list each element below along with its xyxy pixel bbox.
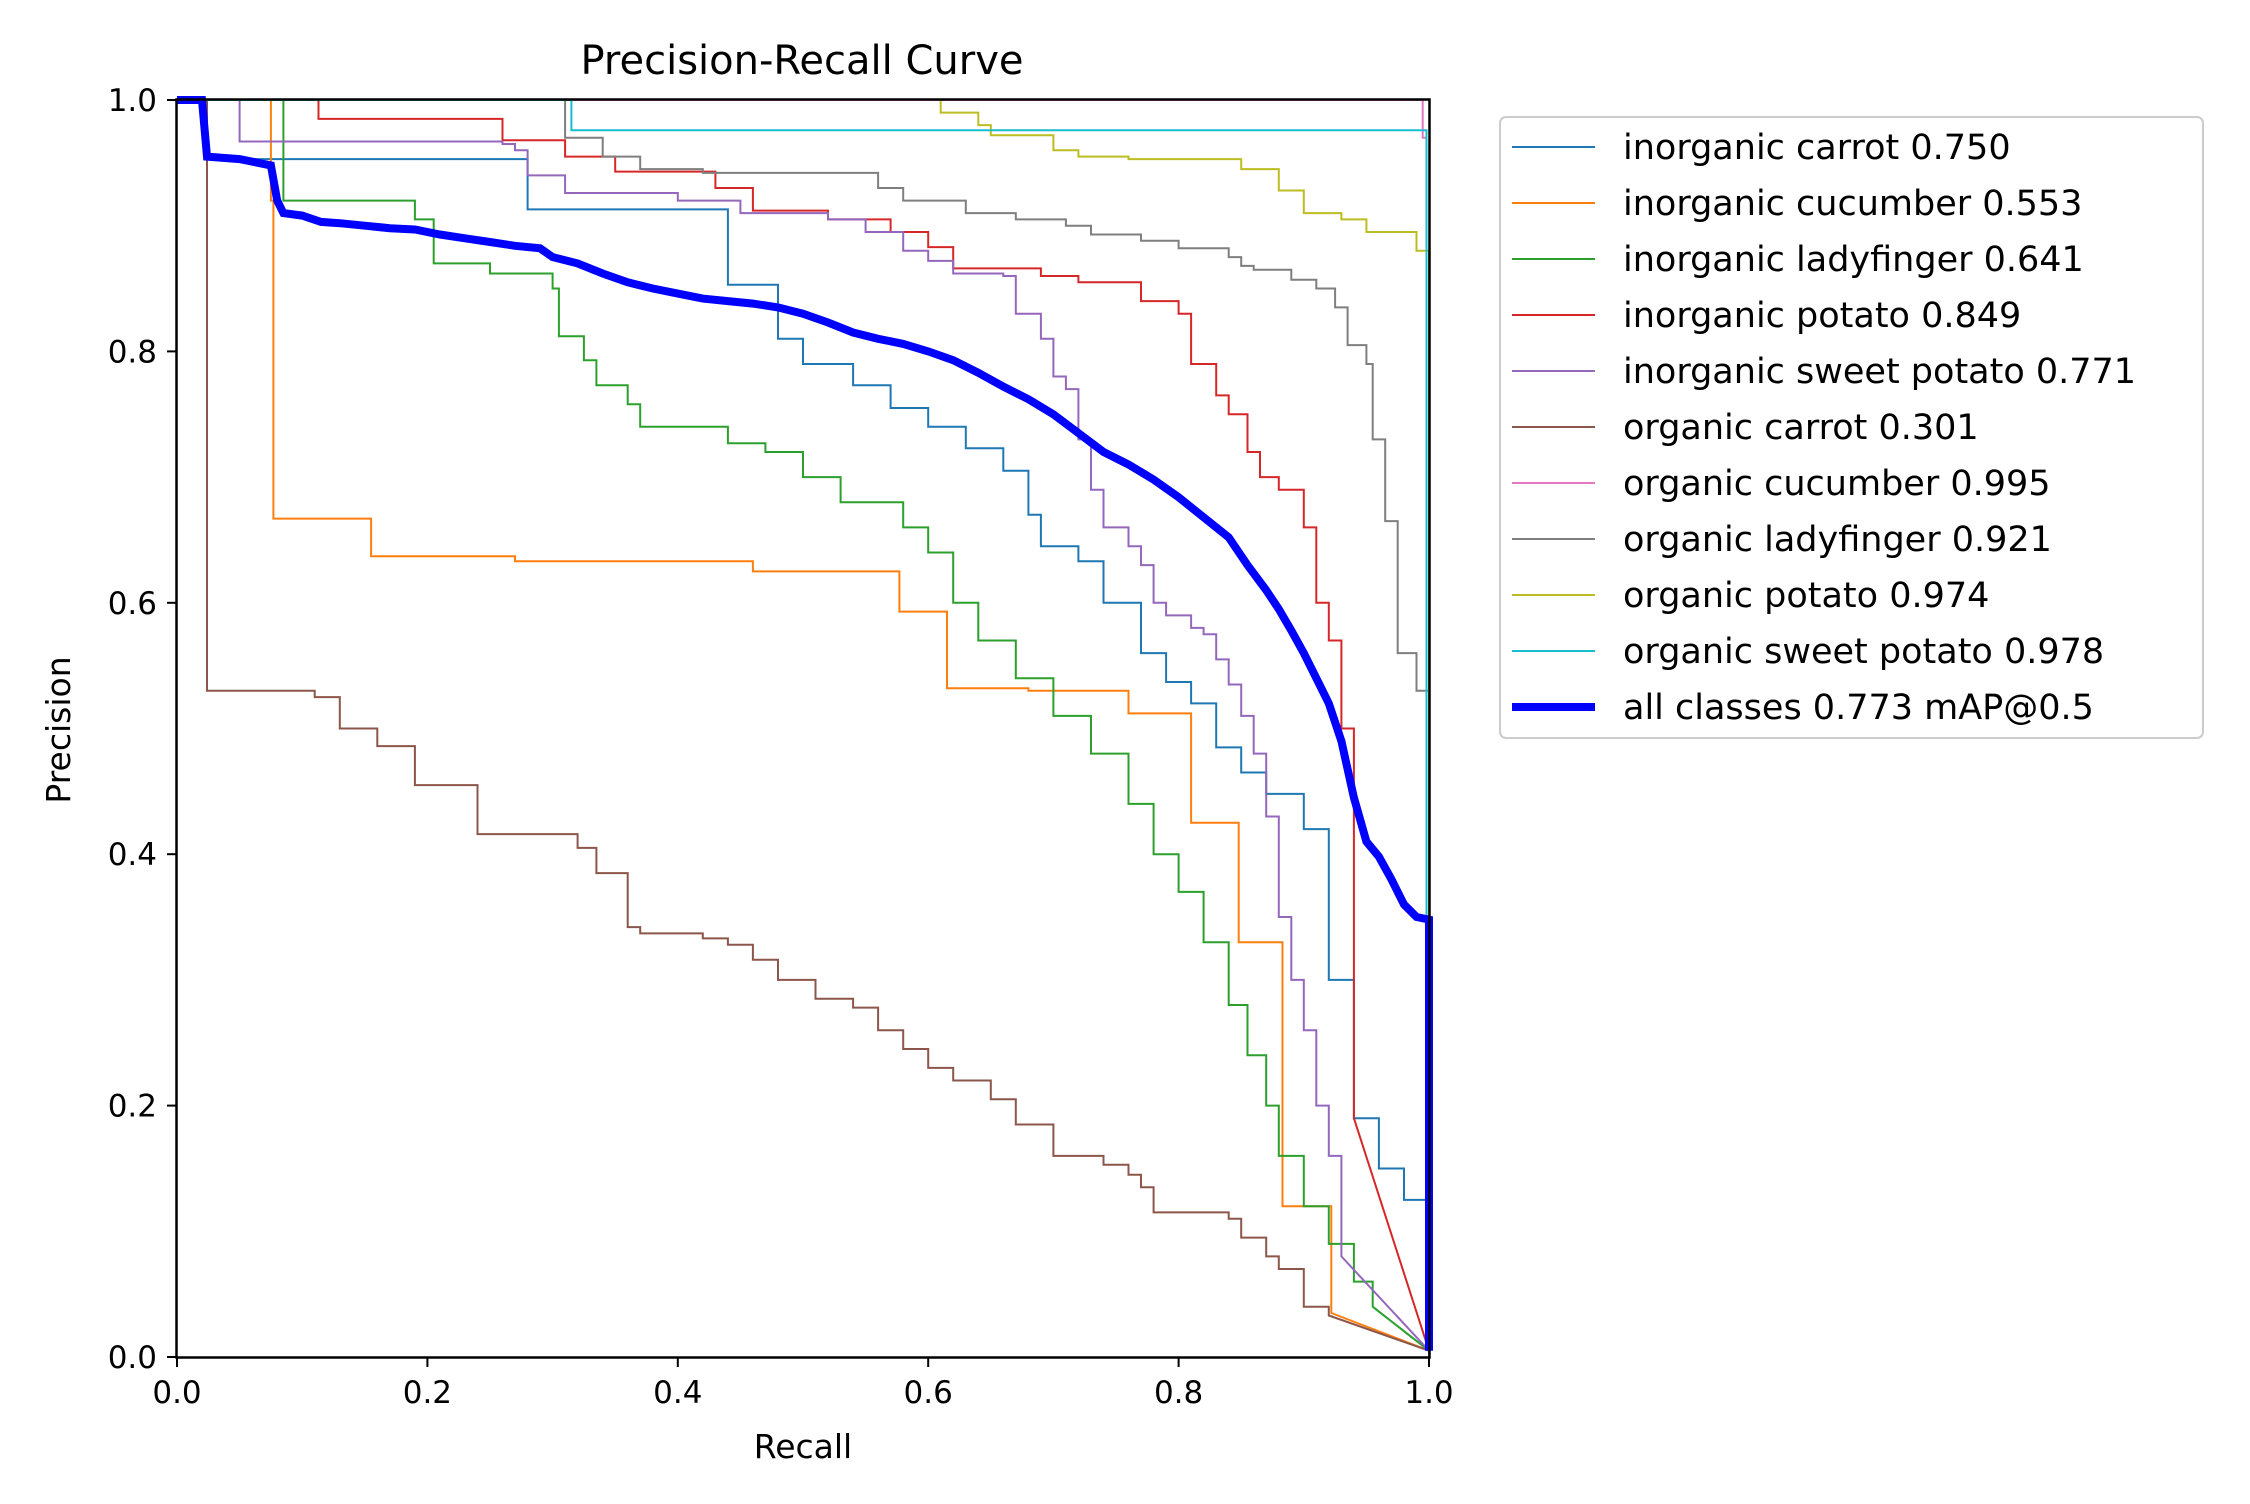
series-line-4 bbox=[177, 99, 1430, 1352]
legend-label-3: inorganic potato 0.849 bbox=[1623, 296, 2021, 336]
legend-label-8: organic potato 0.974 bbox=[1623, 576, 1989, 616]
y-tick-label: 0.2 bbox=[108, 1089, 157, 1125]
legend-label-4: inorganic sweet potato 0.771 bbox=[1623, 352, 2136, 392]
legend-frame bbox=[1499, 116, 2204, 739]
x-tick-label: 1.0 bbox=[1404, 1375, 1453, 1411]
y-tick-label: 0.0 bbox=[108, 1340, 157, 1376]
y-tick-label: 1.0 bbox=[108, 83, 157, 119]
x-tick-label: 0.2 bbox=[403, 1375, 452, 1411]
series-line-5 bbox=[177, 99, 1430, 1352]
chart-title: Precision-Recall Curve bbox=[581, 38, 1024, 84]
series-line-6 bbox=[177, 99, 1428, 1351]
x-axis-label: Recall bbox=[754, 1427, 852, 1466]
series-line-7 bbox=[177, 99, 1430, 1351]
series-line-10 bbox=[177, 96, 1433, 1351]
y-axis-ticks: 0.0 0.2 0.4 0.6 0.8 1.0 bbox=[108, 83, 177, 1376]
x-axis-ticks: 0.0 0.2 0.4 0.6 0.8 1.0 bbox=[152, 1357, 1454, 1411]
series-line-2 bbox=[177, 99, 1430, 1352]
legend: inorganic carrot 0.750 inorganic cucumber… bbox=[1499, 116, 2204, 739]
legend-label-1: inorganic cucumber 0.553 bbox=[1623, 184, 2082, 224]
legend-label-10: all classes 0.773 mAP@0.5 bbox=[1623, 688, 2094, 728]
series-layer bbox=[177, 96, 1433, 1357]
legend-label-9: organic sweet potato 0.978 bbox=[1623, 632, 2104, 672]
y-axis-label: Precision bbox=[39, 656, 78, 803]
series-line-9 bbox=[177, 99, 1428, 1351]
legend-label-6: organic cucumber 0.995 bbox=[1623, 464, 2051, 504]
series-line-1 bbox=[177, 99, 1430, 1352]
y-tick-label: 0.4 bbox=[108, 837, 157, 873]
x-tick-label: 0.8 bbox=[1154, 1375, 1203, 1411]
legend-label-2: inorganic ladyfinger 0.641 bbox=[1623, 240, 2084, 280]
x-tick-label: 0.4 bbox=[653, 1375, 702, 1411]
series-line-3 bbox=[177, 99, 1430, 1352]
plot-area-frame bbox=[175, 98, 1431, 1359]
legend-items: inorganic carrot 0.750 inorganic cucumber… bbox=[1512, 128, 2136, 728]
series-line-0 bbox=[177, 99, 1430, 1357]
y-tick-label: 0.8 bbox=[108, 334, 157, 370]
legend-label-0: inorganic carrot 0.750 bbox=[1623, 128, 2011, 168]
legend-label-5: organic carrot 0.301 bbox=[1623, 408, 1979, 448]
legend-label-7: organic ladyfinger 0.921 bbox=[1623, 520, 2052, 560]
series-line-8 bbox=[939, 100, 1430, 1351]
x-tick-label: 0.0 bbox=[152, 1375, 201, 1411]
x-tick-label: 0.6 bbox=[904, 1375, 953, 1411]
y-tick-label: 0.6 bbox=[108, 586, 157, 622]
